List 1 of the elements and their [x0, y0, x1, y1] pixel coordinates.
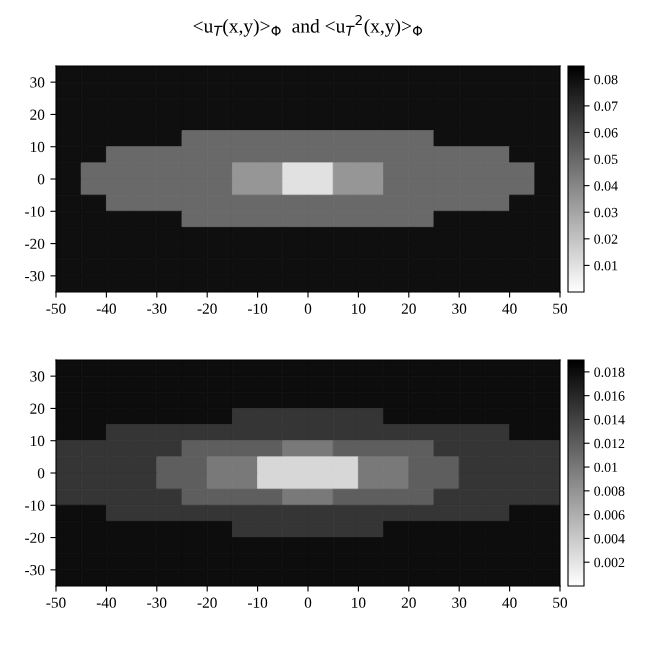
- chart-title: <u$_{T}$(x,y)>$_{Φ}$ and <u$_{T}$$^{2}$(x,y)>$_{Φ}$: [193, 14, 423, 37]
